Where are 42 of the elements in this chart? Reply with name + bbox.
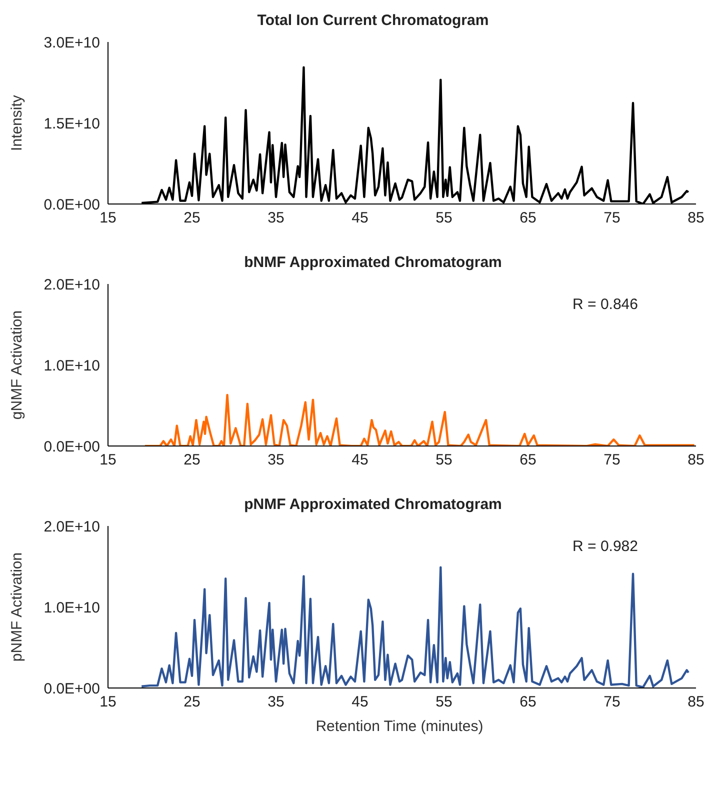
y-axis-title: gNMF Activation xyxy=(8,310,26,420)
x-tick-label: 15 xyxy=(100,210,116,227)
x-tick-label: 55 xyxy=(436,210,452,227)
chart-title: bNMF Approximated Chromatogram xyxy=(243,254,503,273)
y-axis-title: pNMF Activation xyxy=(8,552,26,662)
y-tick-label: 3.0E+10 xyxy=(44,34,100,52)
y-tick-label: 1.0E+10 xyxy=(44,599,100,616)
x-tick-label: 15 xyxy=(100,694,116,711)
x-tick-label: 45 xyxy=(352,694,368,711)
y-tick-label: 0.0E+00 xyxy=(44,438,100,456)
x-tick-label: 75 xyxy=(604,452,620,469)
x-tick-label: 65 xyxy=(520,452,536,469)
y-tick-label: 1.0E+10 xyxy=(44,357,100,374)
x-tick-label: 85 xyxy=(688,210,704,227)
y-tick-label: 1.5E+10 xyxy=(44,115,100,132)
x-tick-label: 55 xyxy=(436,694,452,711)
x-tick-label: 35 xyxy=(268,452,284,469)
y-tick-label: 0.0E+00 xyxy=(44,680,100,698)
y-tick-label: 2.0E+10 xyxy=(44,276,100,294)
x-tick-label: 25 xyxy=(184,210,200,227)
x-tick-label: 25 xyxy=(184,452,200,469)
chart-title: Total Ion Current Chromatogram xyxy=(256,12,490,31)
y-tick-label: 2.0E+10 xyxy=(44,518,100,536)
annotation: R = 0.982 xyxy=(572,538,638,555)
x-tick-label: 15 xyxy=(100,452,116,469)
y-tick-label: 0.0E+00 xyxy=(44,196,100,214)
x-tick-label: 85 xyxy=(688,452,704,469)
x-tick-label: 25 xyxy=(184,694,200,711)
x-tick-label: 35 xyxy=(268,210,284,227)
x-tick-label: 45 xyxy=(352,210,368,227)
x-tick-label: 85 xyxy=(688,694,704,711)
x-tick-label: 35 xyxy=(268,694,284,711)
chart-title: pNMF Approximated Chromatogram xyxy=(243,496,503,515)
x-tick-label: 75 xyxy=(604,694,620,711)
y-axis-title: Intensity xyxy=(8,94,26,151)
x-tick-label: 65 xyxy=(520,694,536,711)
x-axis-title: Retention Time (minutes) xyxy=(314,718,484,735)
x-tick-label: 65 xyxy=(520,210,536,227)
x-tick-label: 75 xyxy=(604,210,620,227)
x-tick-label: 55 xyxy=(436,452,452,469)
x-tick-label: 45 xyxy=(352,452,368,469)
annotation: R = 0.846 xyxy=(572,296,638,313)
